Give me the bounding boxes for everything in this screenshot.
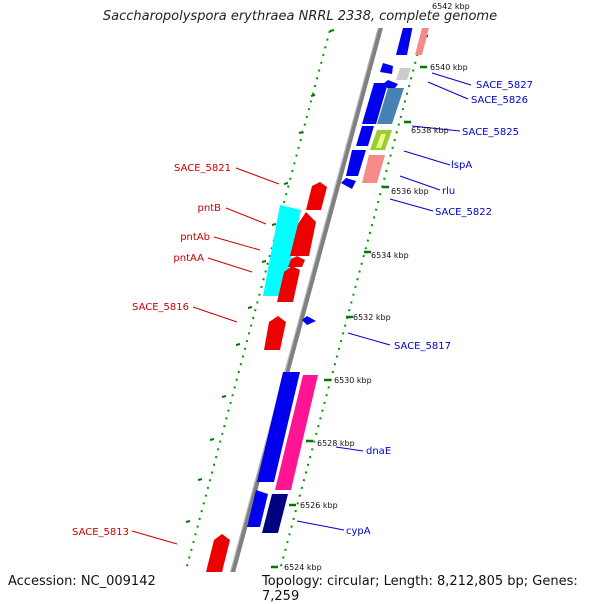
gene-arrow[interactable] [302,316,316,325]
gene-arrow[interactable] [396,68,411,80]
gene-arrow[interactable] [262,494,288,533]
forward-leader-lines [296,72,472,531]
ruler-labels: 6542 kbp 6540 kbp 6538 kbp 6536 kbp 6534… [284,2,470,572]
forward-features [222,20,430,600]
tick-label: 6524 kbp [284,563,322,572]
gene-label[interactable]: SACE_5825 [462,127,519,138]
reverse-leader-lines [131,167,280,545]
gene-label[interactable]: SACE_5816 [132,302,189,313]
gene-arrow[interactable] [362,155,385,183]
tick-label: 6538 kbp [411,126,449,135]
gene-arrow[interactable] [346,150,366,176]
gene-label[interactable]: cypA [346,526,371,537]
gene-label[interactable]: pntB [198,203,222,214]
gene-arrow[interactable] [376,134,386,148]
accession-text: Accession: NC_009142 [8,574,156,589]
outer-tick-marks [271,34,428,569]
tick-label: 6534 kbp [371,251,409,260]
gene-arrow[interactable] [306,182,327,210]
gene-label[interactable]: SACE_5826 [471,95,528,106]
gene-arrow[interactable] [222,588,244,600]
gene-label[interactable]: SACE_5822 [435,207,492,218]
gene-label[interactable]: rlu [442,186,455,197]
tick-label: 6528 kbp [317,439,355,448]
gene-arrow[interactable] [257,372,300,482]
map-title: Saccharopolyspora erythraea NRRL 2338, c… [102,9,498,24]
gene-arrow[interactable] [290,212,316,256]
forward-gene-labels: SACE_5827 SACE_5826 SACE_5825 lspA rlu S… [346,80,533,537]
tick-label: 6532 kbp [353,313,391,322]
tick-label: 6530 kbp [334,376,372,385]
reverse-gene-labels: SACE_5821 pntB pntAb pntAA SACE_5816 SAC… [72,163,231,538]
gene-label[interactable]: dnaE [366,446,391,457]
gene-label[interactable]: pntAb [180,232,210,243]
gene-label[interactable]: SACE_5827 [476,80,533,91]
gene-arrow[interactable] [396,20,414,55]
gene-arrow[interactable] [277,266,300,302]
gene-arrow[interactable] [247,490,268,527]
tick-label: 6542 kbp [432,2,470,11]
gene-arrow[interactable] [263,205,301,296]
backbone-highlight [230,28,379,572]
gene-arrow[interactable] [288,256,305,267]
tick-label: 6536 kbp [391,187,429,196]
outer-dotted-guide [278,28,426,572]
gene-arrow[interactable] [264,316,286,350]
gene-arrow[interactable] [204,534,230,580]
gene-label[interactable]: SACE_5813 [72,527,129,538]
gene-arrow[interactable] [377,88,404,124]
reverse-features [204,182,327,580]
gene-arrow[interactable] [415,24,430,55]
gene-label[interactable]: pntAA [173,253,204,264]
tick-label: 6540 kbp [430,63,468,72]
gene-label[interactable]: SACE_5821 [174,163,231,174]
gene-arrow[interactable] [362,83,388,124]
gene-label[interactable]: lspA [451,160,472,171]
backbone-line [230,28,383,572]
gene-arrow[interactable] [380,63,393,74]
gene-label[interactable]: SACE_5817 [394,341,451,352]
gene-arrow[interactable] [275,375,318,490]
gene-arrow[interactable] [356,126,374,146]
tick-label: 6526 kbp [300,501,338,510]
inner-tick-marks [185,29,335,523]
gene-arrow[interactable] [341,178,356,189]
